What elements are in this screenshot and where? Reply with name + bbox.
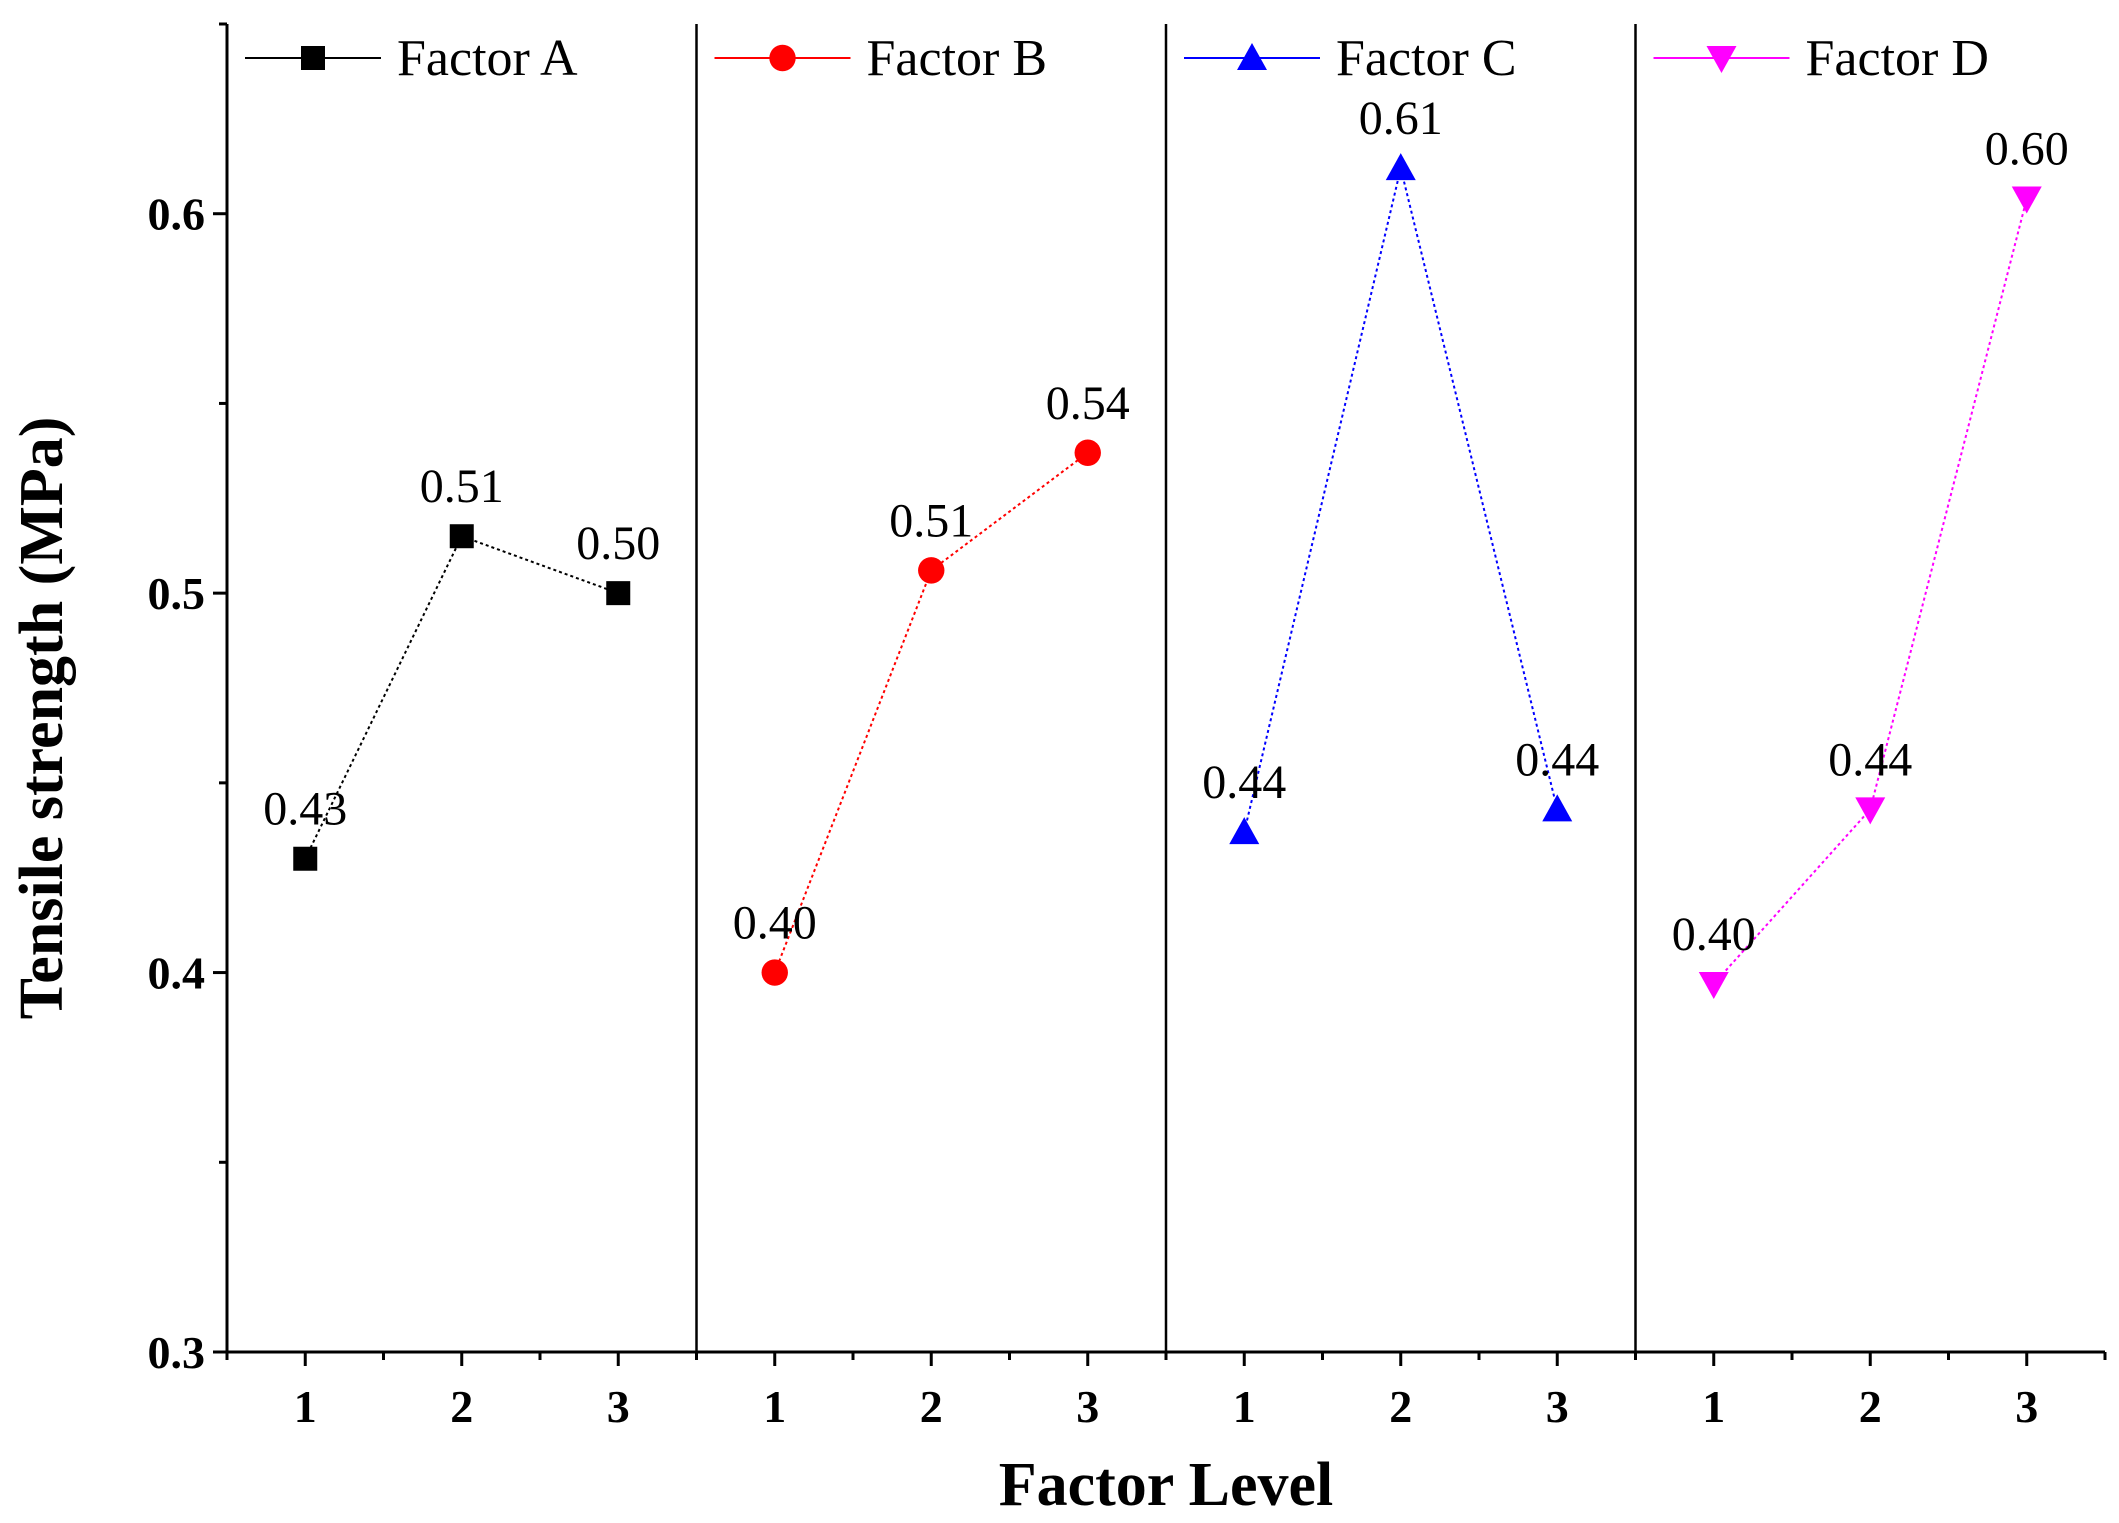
data-label: 0.60 [1985,123,2069,176]
x-axis-title: Factor Level [999,1451,1334,1519]
x-tick-label: 1 [763,1381,786,1432]
data-label: 0.44 [1202,756,1286,809]
legend-item: Factor D [1653,30,1989,87]
series-layer: 0.430.510.500.400.510.540.440.610.440.40… [263,92,2069,999]
data-point [449,524,474,549]
series-factor-b: 0.40 0.51 0.54 [733,377,1130,986]
x-tick-label: 2 [920,1381,943,1432]
series-factor-c: 0.44 0.61 0.44 [1202,92,1599,845]
x-tick-label: 1 [294,1381,317,1432]
data-label: 0.43 [263,783,347,836]
legend-label: Factor A [397,30,578,87]
legend-item: Factor C [1184,30,1517,87]
legend-label: Factor C [1336,30,1517,87]
y-tick-label: 0.3 [148,1327,206,1378]
data-label: 0.40 [733,897,817,950]
data-point [1855,797,1886,825]
data-point [1385,153,1416,181]
x-tick-label: 2 [1859,1381,1882,1432]
x-tick-label: 3 [1076,1381,1099,1432]
data-label: 0.51 [420,460,504,513]
legend-item: Factor A [245,30,578,87]
x-tick-label: 3 [1546,1381,1569,1432]
data-label: 0.40 [1672,908,1756,961]
series-factor-a: 0.43 0.51 0.50 [263,460,660,871]
data-point [1229,817,1260,845]
series-line [1713,198,2028,985]
x-tick-label: 2 [1389,1381,1412,1432]
legend: Factor A Factor B Factor C Factor D [245,30,1989,87]
data-label: 0.44 [1828,733,1912,786]
x-tick-label: 1 [1233,1381,1256,1432]
legend-marker [769,44,796,72]
legend-item: Factor B [714,30,1048,87]
series-line [1243,167,1559,833]
x-tick-label: 1 [1702,1381,1725,1432]
data-label: 0.61 [1359,92,1443,145]
tick-marks: 0.30.40.50.61 2 3 1 2 3 1 2 3 1 2 3 [148,22,2107,1432]
legend-label: Factor B [867,30,1048,87]
legend-label: Factor D [1806,30,1989,87]
data-label: 0.50 [576,517,660,570]
y-tick-label: 0.6 [148,189,206,240]
y-tick-label: 0.4 [148,948,206,999]
data-label: 0.51 [889,494,973,547]
series-factor-d: 0.40 0.44 0.60 [1672,123,2069,999]
data-label: 0.44 [1515,733,1599,786]
legend-marker [1237,43,1267,70]
x-tick-label: 2 [450,1381,473,1432]
data-point [1542,794,1573,822]
data-point [918,557,945,584]
x-tick-label: 3 [607,1381,630,1432]
data-point [293,846,318,871]
series-line [304,534,619,860]
data-point [606,581,631,606]
data-point [2011,186,2042,214]
data-point [761,959,788,986]
legend-marker [1706,46,1737,73]
y-tick-label: 0.5 [148,568,206,619]
y-axis-title: Tensile strength (MPa) [8,417,76,1020]
data-point [1074,439,1101,466]
legend-marker [301,46,325,70]
data-point [1698,971,1729,999]
axes [225,24,2105,1354]
data-label: 0.54 [1046,377,1130,430]
x-tick-label: 3 [2015,1381,2038,1432]
